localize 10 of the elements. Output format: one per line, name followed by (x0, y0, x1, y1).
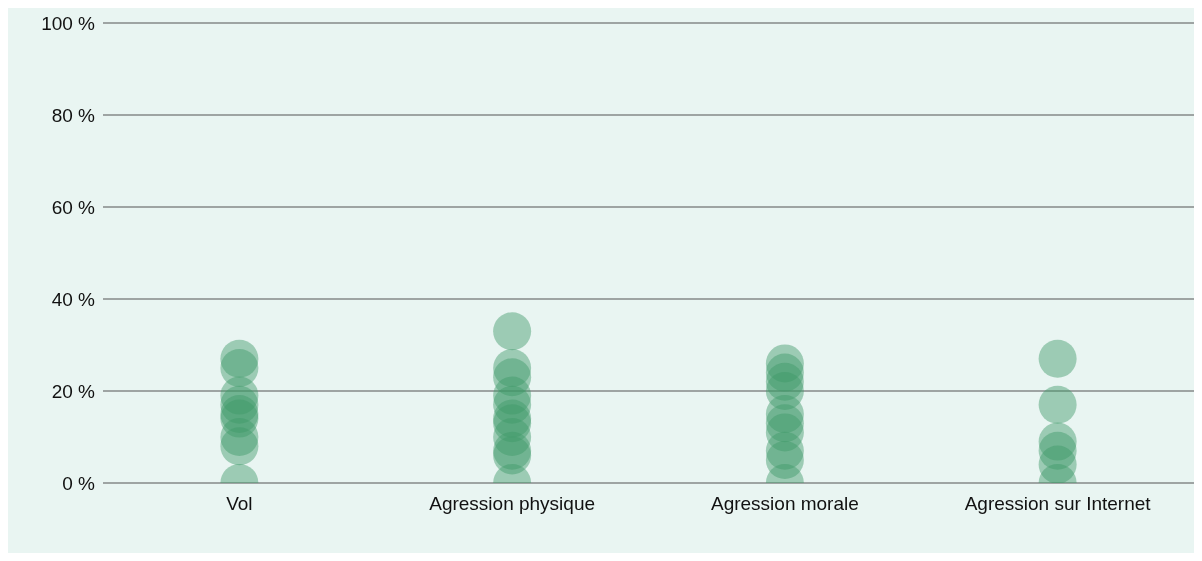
x-tick-label: Vol (226, 493, 253, 515)
x-tick-label: Agression morale (710, 493, 859, 515)
x-tick-label: Agression sur Internet (964, 493, 1152, 515)
y-tick-label: 40 % (51, 288, 96, 310)
x-tick-label: Agression physique (429, 493, 596, 515)
y-tick-label: 60 % (51, 196, 96, 218)
y-tick-label: 100 % (41, 12, 96, 34)
y-tick-label: 0 % (62, 472, 96, 494)
y-tick-label: 20 % (51, 380, 96, 402)
y-tick-label: 80 % (51, 104, 96, 126)
